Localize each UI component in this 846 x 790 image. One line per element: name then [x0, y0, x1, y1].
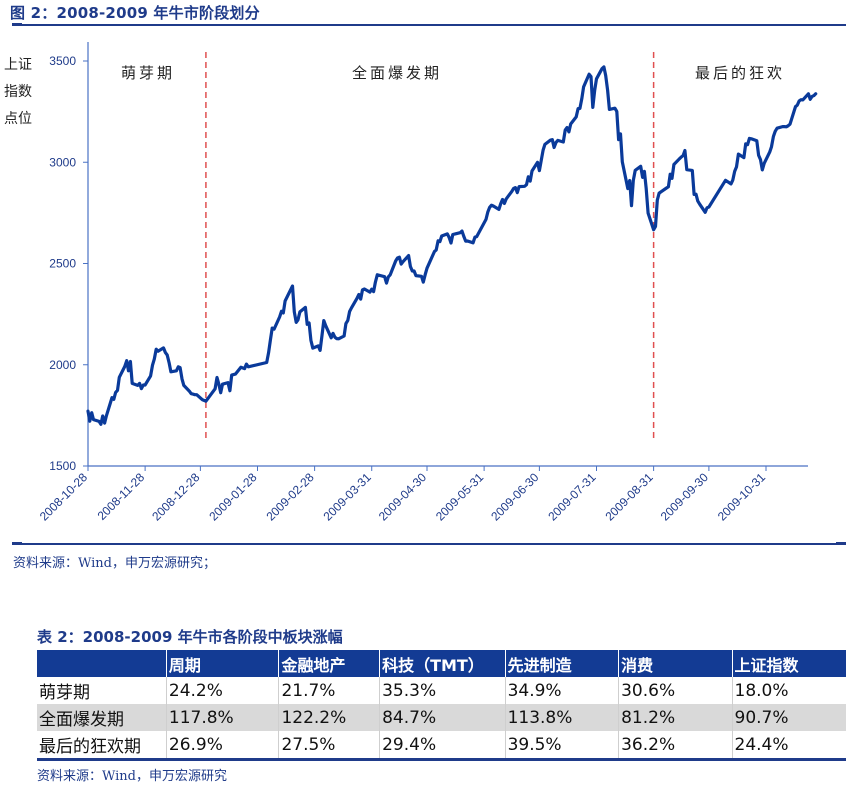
y-tick-label: 2500 [49, 257, 76, 271]
figure-title: 图 2：2008-2009 年牛市阶段划分 [10, 4, 260, 22]
figure-title-rule [12, 23, 846, 26]
series-layer [86, 65, 818, 426]
y-tick-label: 3000 [49, 155, 76, 169]
phase-label: 最后的狂欢 [695, 64, 785, 82]
table-header-row: 周期 金融地产 科技（TMT） 先进制造 消费 上证指数 [37, 650, 846, 677]
y-tick-label: 2000 [49, 358, 76, 372]
table-cell: 84.7% [379, 704, 506, 731]
table-row: 最后的狂欢期 26.9% 27.5% 29.4% 39.5% 36.2% 24.… [37, 731, 846, 761]
table-header-cell: 周期 [165, 650, 279, 677]
table-cell: 81.2% [618, 704, 733, 731]
table-cell: 36.2% [618, 731, 733, 761]
series-line [86, 65, 818, 426]
x-tick-label: 2009-07-31 [545, 470, 599, 524]
table-cell: 34.9% [504, 677, 619, 704]
sector-returns-table: 周期 金融地产 科技（TMT） 先进制造 消费 上证指数 萌芽期 24.2% 2… [37, 650, 846, 761]
table-cell: 39.5% [504, 731, 619, 761]
table-cell: 24.4% [731, 731, 846, 761]
table-cell: 117.8% [165, 704, 279, 731]
table-header-cell: 金融地产 [278, 650, 380, 677]
x-tick-label: 2009-03-31 [321, 470, 375, 524]
x-tick-label: 2009-10-31 [715, 470, 769, 524]
table-header-cell: 上证指数 [731, 650, 846, 677]
table-cell: 全面爆发期 [37, 704, 167, 731]
figure-source: 资料来源：Wind，申万宏源研究； [13, 556, 216, 571]
table-header-cell: 先进制造 [504, 650, 619, 677]
table-cell: 24.2% [165, 677, 279, 704]
table-cell: 27.5% [278, 731, 380, 761]
y-axis-label-line: 点位 [4, 111, 32, 127]
x-tick-label: 2009-06-30 [488, 470, 542, 524]
table-row: 全面爆发期 117.8% 122.2% 84.7% 113.8% 81.2% 9… [37, 704, 846, 731]
x-tick-label: 2009-09-30 [658, 470, 712, 524]
x-tick-label: 2009-08-31 [602, 470, 656, 524]
table-cell: 18.0% [731, 677, 846, 704]
table-header-cell: 消费 [618, 650, 733, 677]
y-axis-label-line: 上证 [4, 57, 32, 73]
x-tick-label: 2008-10-28 [37, 470, 91, 524]
phase-label: 全面爆发期 [352, 64, 442, 82]
x-tick-label: 2008-11-28 [95, 470, 148, 523]
table-cell: 最后的狂欢期 [37, 731, 167, 761]
phase-labels: 萌芽期 全面爆发期 最后的狂欢 [121, 64, 785, 82]
x-tick-label: 2009-04-30 [376, 470, 430, 524]
x-tick-label: 2009-05-31 [433, 470, 487, 524]
x-tick-label: 2009-02-28 [263, 470, 317, 524]
table-cell: 122.2% [278, 704, 380, 731]
line-chart: 1500 2000 2500 3000 3500 2008-10-28 2008-11-28… [37, 42, 818, 524]
table-cell: 21.7% [278, 677, 380, 704]
table-cell: 113.8% [504, 704, 619, 731]
table-source: 资料来源：Wind，申万宏源研究 [37, 769, 227, 784]
y-axis-label-line: 指数 [4, 84, 32, 100]
table-row: 萌芽期 24.2% 21.7% 35.3% 34.9% 30.6% 18.0% [37, 677, 846, 704]
table-cell: 萌芽期 [39, 683, 90, 703]
phase-label: 萌芽期 [121, 64, 175, 82]
x-tick-label: 2009-01-28 [206, 470, 260, 524]
table-header-cell [37, 650, 167, 677]
x-tick-label: 2008-12-28 [149, 470, 203, 524]
table-cell: 35.3% [379, 677, 506, 704]
figure-bottom-rule [12, 542, 846, 545]
table-cell: 26.9% [165, 731, 279, 761]
phase-dividers [205, 52, 655, 438]
table-cell: 29.4% [379, 731, 506, 761]
table-header-cell: 科技（TMT） [379, 650, 506, 677]
table-cell: 30.6% [618, 677, 733, 704]
table-title: 表 2：2008-2009 年牛市各阶段中板块涨幅 [37, 628, 343, 646]
table-cell: 90.7% [731, 704, 846, 731]
y-tick-label: 1500 [49, 459, 76, 473]
y-tick-label: 3500 [49, 54, 76, 68]
y-axis-label: 上证 指数 点位 [4, 52, 40, 133]
